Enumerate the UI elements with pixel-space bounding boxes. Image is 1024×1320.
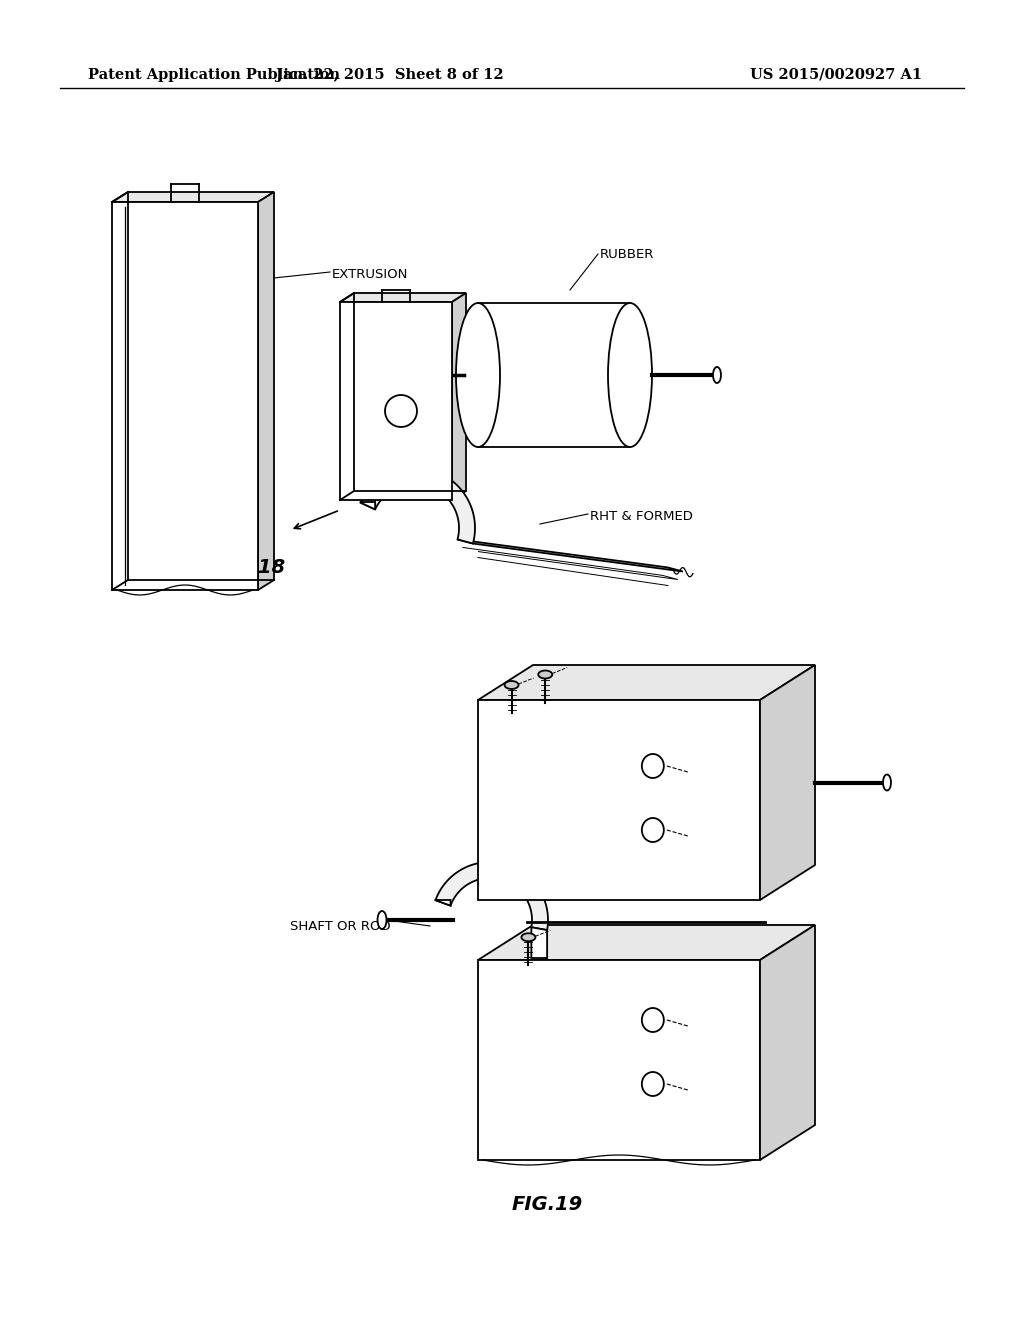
Ellipse shape — [378, 911, 386, 929]
Text: RHT & FORMED: RHT & FORMED — [590, 510, 693, 523]
Text: FIG.18: FIG.18 — [215, 558, 287, 577]
Ellipse shape — [385, 395, 417, 426]
Polygon shape — [452, 293, 466, 500]
Ellipse shape — [642, 818, 664, 842]
Ellipse shape — [539, 671, 552, 678]
Polygon shape — [531, 927, 547, 958]
Polygon shape — [340, 302, 452, 500]
Polygon shape — [435, 862, 548, 931]
Ellipse shape — [642, 1008, 664, 1032]
Polygon shape — [458, 540, 683, 572]
Polygon shape — [112, 202, 258, 590]
Text: Jan. 22, 2015  Sheet 8 of 12: Jan. 22, 2015 Sheet 8 of 12 — [276, 69, 504, 82]
Polygon shape — [478, 700, 760, 900]
Text: EXTRUSION: EXTRUSION — [332, 268, 409, 281]
Ellipse shape — [883, 775, 891, 791]
Text: US 2015/0020927 A1: US 2015/0020927 A1 — [750, 69, 923, 82]
Ellipse shape — [505, 681, 518, 689]
Polygon shape — [340, 293, 466, 302]
Polygon shape — [478, 925, 815, 960]
Ellipse shape — [521, 933, 536, 941]
Polygon shape — [478, 960, 760, 1160]
Polygon shape — [112, 191, 274, 202]
Polygon shape — [478, 665, 815, 700]
Polygon shape — [760, 665, 815, 900]
Ellipse shape — [642, 754, 664, 777]
Text: RUBBER: RUBBER — [600, 248, 654, 261]
Polygon shape — [760, 925, 815, 1160]
Polygon shape — [435, 900, 451, 906]
Ellipse shape — [608, 304, 652, 447]
Polygon shape — [360, 502, 375, 510]
Ellipse shape — [713, 367, 721, 383]
Ellipse shape — [456, 304, 500, 447]
Polygon shape — [258, 191, 274, 590]
Ellipse shape — [642, 1072, 664, 1096]
Text: FIG.19: FIG.19 — [512, 1195, 584, 1214]
Polygon shape — [478, 304, 630, 447]
Text: Patent Application Publication: Patent Application Publication — [88, 69, 340, 82]
Text: SHAFT OR ROD: SHAFT OR ROD — [290, 920, 390, 933]
Polygon shape — [360, 469, 475, 544]
